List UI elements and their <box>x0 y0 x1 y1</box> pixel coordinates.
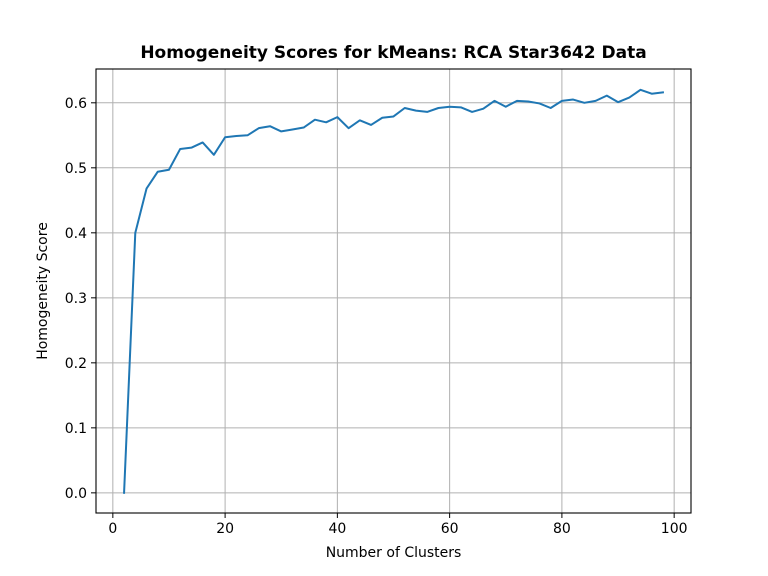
y-tick-label: 0.4 <box>65 226 87 242</box>
x-tick-label: 40 <box>328 521 346 537</box>
plot-frame <box>95 68 692 514</box>
x-tick-label: 0 <box>108 521 117 537</box>
x-tick-label: 80 <box>553 521 571 537</box>
x-tick-label: 20 <box>216 521 234 537</box>
chart-title: Homogeneity Scores for kMeans: RCA Star3… <box>140 43 646 63</box>
series-line <box>123 88 665 494</box>
y-tick-label: 0.0 <box>65 486 87 502</box>
y-tick-label: 0.6 <box>65 96 87 112</box>
series-layer <box>123 88 665 494</box>
y-tick-label: 0.1 <box>65 421 87 437</box>
x-tick-label: 60 <box>441 521 459 537</box>
x-tick-label: 100 <box>661 521 688 537</box>
y-tick-label: 0.3 <box>65 291 87 307</box>
y-axis-label: Homogeneity Score <box>35 222 51 360</box>
x-axis-label: Number of Clusters <box>326 545 462 561</box>
grid <box>96 69 691 513</box>
y-tick-label: 0.2 <box>65 356 87 372</box>
y-tick-label: 0.5 <box>65 161 87 177</box>
tick-layer: 0 20 40 60 80 100 0.0 0.1 0.2 0.3 0.4 0.5 0.6 <box>65 96 688 537</box>
